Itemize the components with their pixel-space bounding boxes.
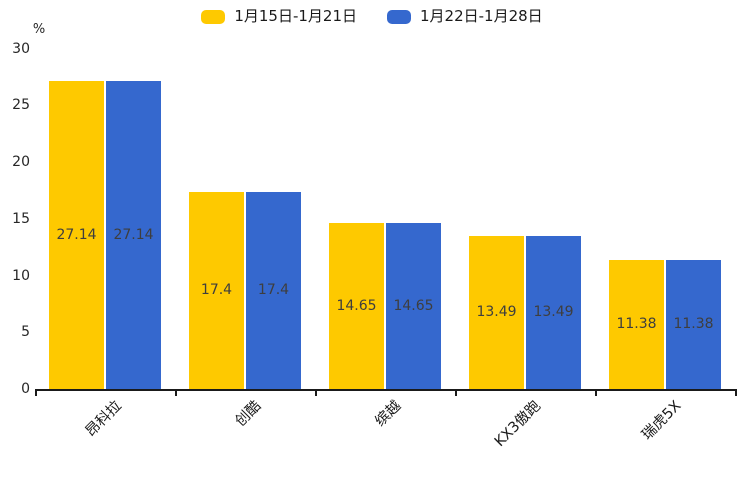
legend-label-week2: 1月22日-1月28日 [420,7,543,25]
y-axis-tick-label: 30 [12,40,30,57]
bar-value-label: 14.65 [393,297,434,314]
bar-series2-cat3 [386,222,441,389]
y-axis-unit-label: % [32,22,46,37]
bar-series1-cat5 [609,259,664,389]
y-axis-tick-label: 20 [12,154,30,170]
x-axis-line [35,389,737,391]
bar-series1-cat3 [329,222,384,389]
x-axis-category-label: 昂科拉 [82,398,125,441]
bar-series1-cat4 [469,235,524,389]
x-axis-tick [35,389,37,396]
x-axis-tick [455,389,457,396]
bar-series1-cat2 [189,191,244,389]
legend-label-week1: 1月15日-1月21日 [234,7,357,25]
bar-series2-cat2 [246,191,301,389]
x-axis-tick [175,389,177,396]
bar-value-label: 13.49 [533,304,574,321]
bar-value-label: 11.38 [616,316,657,333]
bar-series2-cat5 [666,259,721,389]
x-axis-category-label: KX3傲跑 [492,398,545,451]
legend-item-week2: 1月22日-1月28日 [387,8,543,25]
bar-value-label: 14.65 [336,297,377,314]
y-axis-tick-label: 0 [21,381,30,397]
bar-series2-cat1 [106,80,161,389]
bar-value-label: 13.49 [476,304,517,321]
legend-swatch-week2 [387,9,411,24]
bar-value-label: 17.4 [257,282,290,299]
x-axis-tick [595,389,597,396]
x-axis-category-label: 创酷 [232,398,265,430]
y-axis-tick-label: 5 [21,324,30,341]
legend-swatch-week1 [201,9,226,24]
legend-item-week1: 1月15日-1月21日 [201,8,357,25]
bar-value-label: 17.4 [200,282,233,299]
y-axis-tick-label: 10 [12,267,30,284]
y-axis-tick-label: 15 [12,210,30,227]
bar-value-label: 27.14 [56,226,97,243]
y-axis-tick-label: 25 [12,97,30,114]
bar-series1-cat1 [49,80,104,389]
x-axis-category-label: 缤越 [372,398,405,430]
x-axis-category-label: 瑞虎5X [638,398,685,444]
bar-series2-cat4 [526,235,581,389]
bar-value-label: 11.38 [673,316,714,333]
bar-value-label: 27.14 [113,226,154,243]
x-axis-tick [735,389,737,396]
x-axis-tick [315,389,317,396]
legend: 1月15日-1月21日 1月22日-1月28日 [0,8,744,25]
